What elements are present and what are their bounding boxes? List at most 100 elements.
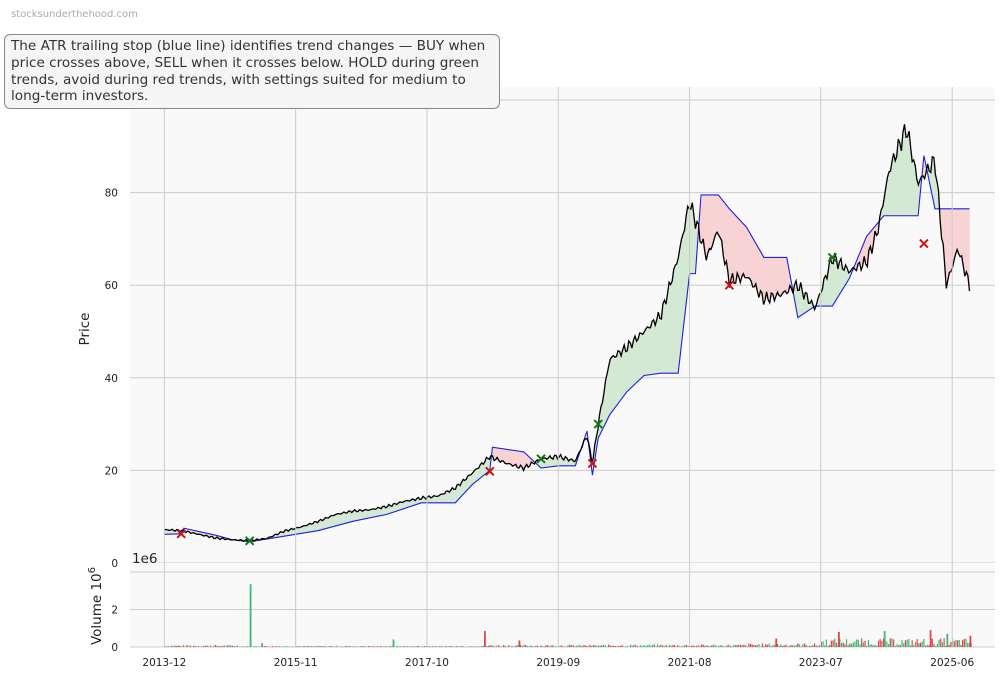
volume-bar <box>744 645 747 647</box>
volume-bar <box>881 640 883 647</box>
volume-bar <box>781 645 784 647</box>
volume-bar <box>965 638 967 647</box>
volume-bar <box>911 640 913 647</box>
volume-bar <box>511 645 513 647</box>
volume-bar <box>629 644 632 647</box>
volume-bar <box>636 646 638 647</box>
bear-trend-fill <box>947 208 952 281</box>
volume-bar <box>641 646 644 647</box>
volume-bar <box>888 644 890 647</box>
volume-bar <box>324 645 326 647</box>
volume-bar <box>519 644 522 647</box>
volume-bar <box>765 643 767 647</box>
volume-bar <box>667 646 669 647</box>
volume-bar <box>530 645 532 647</box>
volume-bar <box>882 638 885 647</box>
volume-bar <box>940 638 942 647</box>
volume-bar <box>935 645 937 647</box>
volume-bar <box>624 646 627 647</box>
volume-bar <box>758 644 760 647</box>
volume-bar <box>584 645 586 647</box>
volume-bar <box>570 644 572 647</box>
volume-bar <box>969 635 972 647</box>
volume-bar <box>368 645 370 647</box>
volume-bar <box>695 645 698 647</box>
volume-bar <box>396 645 399 647</box>
volume-bar <box>585 645 588 647</box>
volume-bar <box>423 646 425 647</box>
bull-trend-fill <box>352 510 357 522</box>
volume-bar <box>739 644 742 647</box>
volume-bar <box>619 645 622 647</box>
volume-bar <box>635 644 637 647</box>
volume-bar <box>448 645 451 647</box>
volume-bar <box>925 645 927 647</box>
volume-bar <box>228 645 230 647</box>
bear-trend-fill <box>715 194 719 238</box>
bear-trend-fill <box>730 209 735 281</box>
volume-bar <box>776 644 779 647</box>
volume-bar <box>543 646 545 647</box>
volume-bar <box>650 645 652 647</box>
volume-bar <box>295 646 298 647</box>
bull-trend-fill <box>904 131 908 217</box>
volume-bar <box>697 645 699 647</box>
volume-bar <box>322 646 324 647</box>
bull-trend-fill <box>331 514 335 528</box>
volume-bar <box>682 645 684 647</box>
volume-bar <box>916 639 918 647</box>
volume-axis-label: Volume 106 <box>87 567 105 645</box>
bear-trend-fill <box>510 449 515 466</box>
bull-trend-fill <box>334 513 339 527</box>
price-plot-area <box>130 87 995 563</box>
volume-bar <box>815 645 817 647</box>
volume-bar <box>525 644 527 647</box>
volume-bar <box>255 646 257 647</box>
volume-bar <box>482 645 484 647</box>
volume-bar <box>955 639 957 647</box>
volume-bar <box>516 645 518 647</box>
bull-trend-fill <box>634 336 639 385</box>
volume-bar <box>201 646 203 647</box>
bull-trend-fill <box>433 495 438 504</box>
volume-bar <box>403 646 405 647</box>
volume-bar <box>648 644 650 647</box>
volume-bar <box>721 645 723 647</box>
bull-trend-fill <box>832 257 837 306</box>
volume-bar <box>307 645 309 647</box>
volume-bar <box>275 646 277 647</box>
volume-bar <box>591 646 593 647</box>
volume-bar <box>213 645 215 647</box>
volume-bar <box>819 645 821 647</box>
y-tick-label: 20 <box>105 465 118 477</box>
volume-bar <box>906 639 908 647</box>
volume-bar <box>194 645 196 647</box>
volume-bar <box>496 645 498 647</box>
volume-bar <box>734 644 736 647</box>
bull-trend-fill <box>622 347 627 399</box>
volume-bar <box>844 644 846 647</box>
volume-bar <box>369 646 372 647</box>
sell-signal-marker <box>485 466 495 477</box>
volume-bar <box>645 645 647 647</box>
volume-bar <box>572 645 574 647</box>
volume-bar <box>305 646 308 647</box>
x-tick-label: 2021-08 <box>668 657 712 669</box>
volume-bar <box>230 645 232 647</box>
volume-bar <box>233 646 235 647</box>
volume-bar <box>450 645 452 647</box>
volume-bar <box>613 645 615 647</box>
volume-bar <box>602 644 605 647</box>
bull-trend-fill <box>343 511 348 525</box>
volume-bar <box>712 644 715 647</box>
volume-bar <box>589 644 591 647</box>
volume-bar <box>518 640 521 647</box>
volume-bar <box>963 638 965 647</box>
volume-bar <box>460 646 462 647</box>
chart-annotation: The ATR trailing stop (blue line) identi… <box>4 34 500 110</box>
volume-bar <box>958 639 960 647</box>
volume-bar <box>191 646 193 647</box>
x-tick-label: 2013-12 <box>142 657 186 669</box>
volume-bar <box>788 645 790 647</box>
volume-bar <box>353 646 355 647</box>
